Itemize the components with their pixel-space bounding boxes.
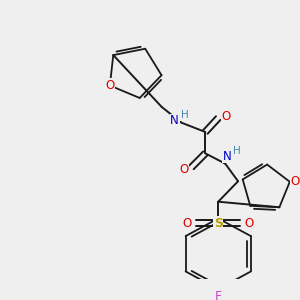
Text: O: O: [244, 217, 253, 230]
Text: F: F: [215, 290, 222, 300]
Text: H: H: [181, 110, 188, 120]
Text: S: S: [214, 217, 223, 230]
Text: O: O: [221, 110, 231, 123]
Text: N: N: [170, 114, 179, 127]
Text: H: H: [233, 146, 241, 156]
Text: O: O: [183, 217, 192, 230]
Text: O: O: [105, 79, 115, 92]
Text: O: O: [290, 175, 299, 188]
Text: N: N: [223, 150, 232, 163]
Text: O: O: [179, 163, 188, 176]
